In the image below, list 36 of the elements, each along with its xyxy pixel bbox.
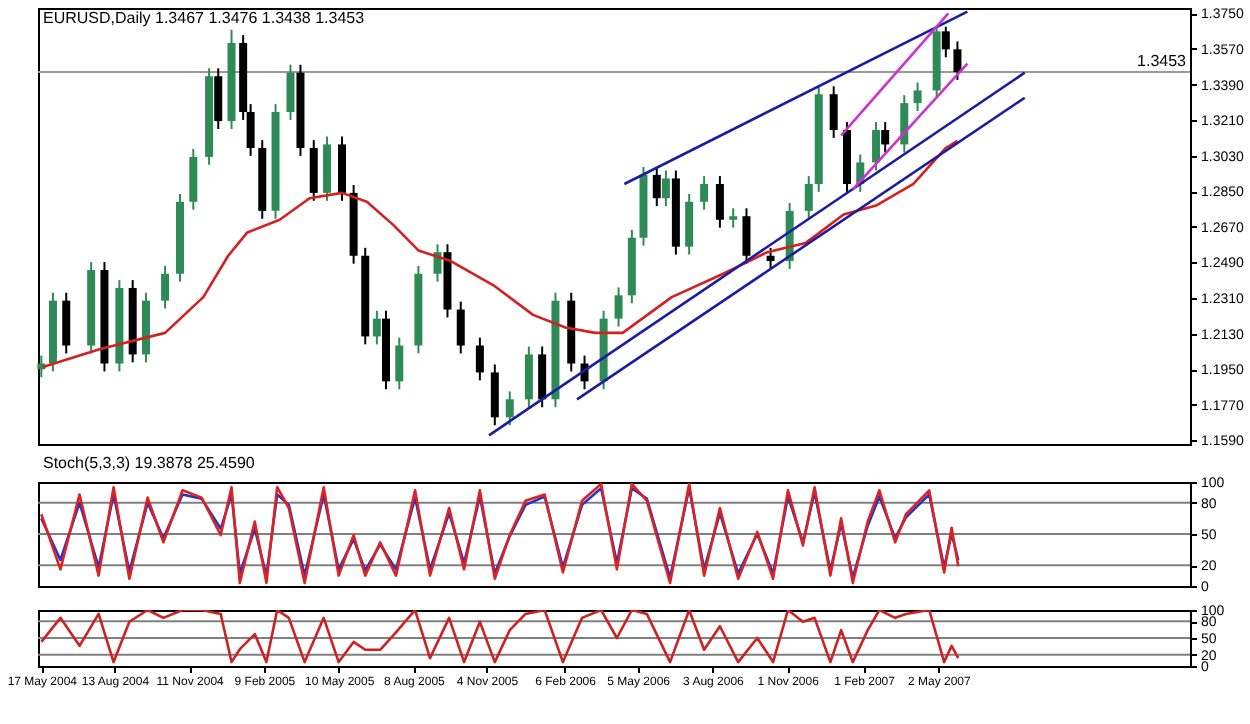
candlestick bbox=[490, 363, 499, 427]
candlestick bbox=[652, 165, 661, 208]
candlestick bbox=[538, 345, 547, 409]
candlestick bbox=[524, 345, 533, 409]
candlestick bbox=[685, 192, 694, 256]
candlestick bbox=[742, 207, 751, 265]
chart-title: EURUSD,Daily 1.3467 1.3476 1.3438 1.3453 bbox=[43, 9, 366, 28]
candlestick bbox=[433, 243, 442, 283]
candlestick bbox=[766, 246, 775, 271]
ref-line-label: 1.3453 bbox=[1137, 52, 1188, 71]
candlestick bbox=[214, 67, 223, 131]
candlestick bbox=[62, 291, 71, 355]
candlestick bbox=[900, 94, 909, 154]
line-series bbox=[40, 610, 960, 664]
candlestick bbox=[395, 336, 404, 391]
candlestick bbox=[661, 169, 670, 208]
candlestick bbox=[715, 175, 724, 229]
candlestick bbox=[475, 336, 484, 382]
candlestick bbox=[700, 175, 709, 211]
candlestick bbox=[189, 147, 198, 211]
candlestick bbox=[872, 121, 881, 172]
candlestick bbox=[505, 390, 514, 427]
candlestick bbox=[804, 175, 813, 220]
candlestick bbox=[829, 85, 838, 139]
chart-title: Stoch(5,3,3) 19.3878 25.4590 bbox=[43, 454, 256, 472]
candlestick bbox=[729, 207, 738, 229]
candlestick bbox=[913, 81, 922, 113]
candlestick bbox=[456, 300, 465, 355]
candlestick bbox=[309, 139, 318, 202]
candlestick bbox=[953, 40, 962, 81]
candlestick bbox=[881, 121, 890, 154]
candlestick bbox=[614, 286, 623, 328]
candlestick bbox=[372, 309, 381, 346]
candlestick bbox=[161, 264, 170, 310]
candlestick bbox=[286, 63, 295, 121]
candlestick bbox=[941, 25, 950, 59]
